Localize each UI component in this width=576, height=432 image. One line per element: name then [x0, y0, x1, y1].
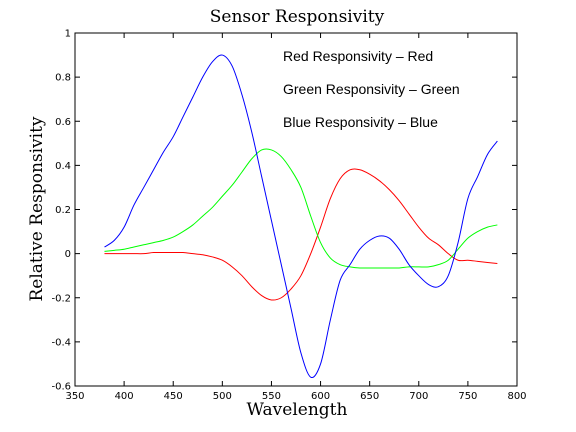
x-tick-label: 350: [65, 391, 84, 402]
x-axis-label: Wavelength: [247, 400, 348, 420]
y-tick-label: 1: [65, 29, 71, 40]
annotation-red: Red Responsivity – Red: [283, 48, 433, 64]
x-tick-label: 400: [115, 391, 134, 402]
x-tick-label: 500: [213, 391, 232, 402]
plot-frame: [74, 32, 518, 387]
series-line-red: [104, 168, 498, 301]
x-tick-label: 650: [360, 391, 379, 402]
x-tick-label: 750: [458, 391, 477, 402]
series-line-blue: [104, 54, 498, 379]
series-line-green: [104, 148, 498, 269]
annotation-blue: Blue Responsivity – Blue: [283, 114, 438, 130]
annotation-green: Green Responsivity – Green: [283, 81, 460, 97]
y-axis-label: Relative Responsivity: [27, 116, 47, 301]
y-tick-label: -0.6: [51, 382, 71, 393]
y-tick-label: -0.2: [51, 293, 71, 304]
x-tick-label: 450: [164, 391, 183, 402]
y-tick-label: 0.6: [55, 117, 71, 128]
y-tick-label: 0.2: [55, 205, 71, 216]
y-tick-label: 0.4: [55, 161, 71, 172]
y-tick-label: -0.4: [51, 337, 71, 348]
x-tick-label: 550: [262, 391, 281, 402]
chart-title: Sensor Responsivity: [210, 7, 385, 27]
y-tick-label: 0.8: [55, 73, 71, 84]
y-tick-label: 0: [65, 249, 71, 260]
x-tick-label: 700: [409, 391, 428, 402]
x-tick-label: 800: [507, 391, 526, 402]
x-tick-label: 600: [311, 391, 330, 402]
